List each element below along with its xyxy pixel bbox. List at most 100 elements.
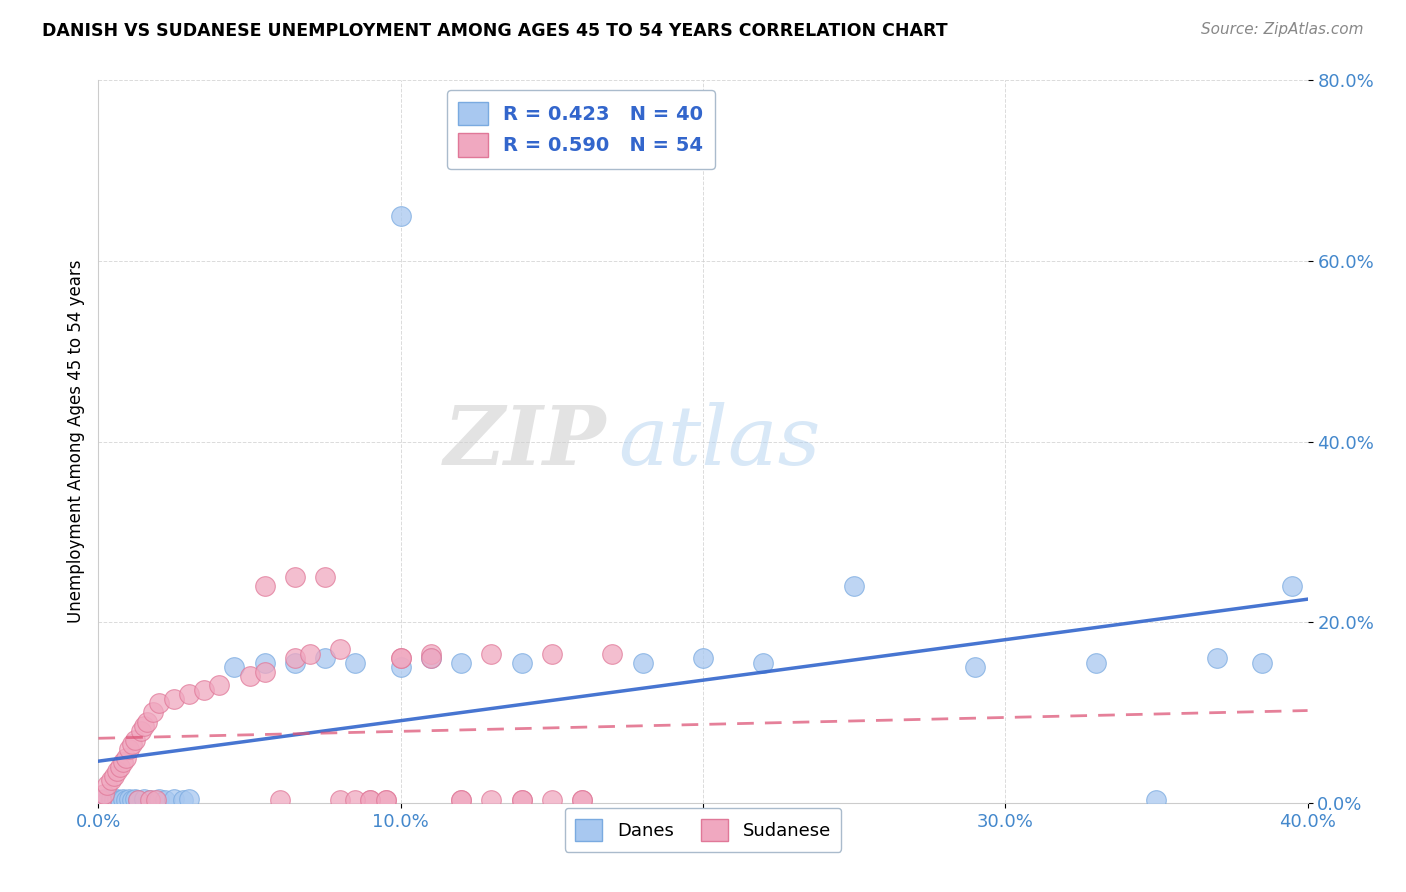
Point <box>481 647 503 661</box>
Point <box>108 760 131 774</box>
Point <box>118 792 141 806</box>
Point <box>148 697 170 711</box>
Point <box>96 793 118 807</box>
Point <box>139 793 162 807</box>
Point <box>118 741 141 756</box>
Point <box>111 792 134 806</box>
Point <box>1144 793 1167 807</box>
Point <box>114 793 136 807</box>
Point <box>389 660 412 674</box>
Point <box>100 773 122 788</box>
Point <box>90 793 112 807</box>
Point <box>111 755 134 769</box>
Point <box>314 570 336 584</box>
Point <box>844 579 866 593</box>
Point <box>752 656 775 670</box>
Point <box>132 719 155 733</box>
Point <box>96 778 118 792</box>
Point <box>179 687 201 701</box>
Point <box>132 792 155 806</box>
Point <box>127 793 149 807</box>
Point <box>163 692 186 706</box>
Point <box>602 647 624 661</box>
Point <box>172 793 194 807</box>
Point <box>153 793 176 807</box>
Point <box>344 793 367 807</box>
Point <box>450 656 472 670</box>
Point <box>1206 651 1229 665</box>
Point <box>121 737 143 751</box>
Point <box>121 793 143 807</box>
Point <box>481 793 503 807</box>
Point <box>105 792 128 806</box>
Point <box>571 793 593 807</box>
Point <box>631 656 654 670</box>
Point <box>389 209 412 223</box>
Point <box>450 793 472 807</box>
Point <box>374 793 396 807</box>
Point <box>420 651 443 665</box>
Point <box>93 792 115 806</box>
Point <box>510 656 533 670</box>
Point <box>450 793 472 807</box>
Point <box>692 651 714 665</box>
Point <box>389 651 412 665</box>
Point <box>90 793 112 807</box>
Point <box>284 570 307 584</box>
Point <box>253 665 276 679</box>
Point <box>1085 656 1108 670</box>
Point <box>344 656 367 670</box>
Point <box>193 682 215 697</box>
Point <box>253 656 276 670</box>
Text: DANISH VS SUDANESE UNEMPLOYMENT AMONG AGES 45 TO 54 YEARS CORRELATION CHART: DANISH VS SUDANESE UNEMPLOYMENT AMONG AG… <box>42 22 948 40</box>
Point <box>114 750 136 764</box>
Y-axis label: Unemployment Among Ages 45 to 54 years: Unemployment Among Ages 45 to 54 years <box>66 260 84 624</box>
Point <box>253 579 276 593</box>
Point <box>135 714 157 729</box>
Point <box>571 793 593 807</box>
Point <box>139 793 162 807</box>
Point <box>360 793 382 807</box>
Point <box>93 787 115 801</box>
Point <box>224 660 246 674</box>
Point <box>540 647 562 661</box>
Point <box>208 678 231 692</box>
Point <box>148 792 170 806</box>
Text: atlas: atlas <box>619 401 821 482</box>
Point <box>329 793 352 807</box>
Point <box>360 793 382 807</box>
Point <box>510 793 533 807</box>
Point <box>510 793 533 807</box>
Point <box>1281 579 1303 593</box>
Point <box>100 792 122 806</box>
Point <box>299 647 322 661</box>
Legend: Danes, Sudanese: Danes, Sudanese <box>565 808 841 852</box>
Point <box>179 792 201 806</box>
Point <box>129 723 152 738</box>
Point <box>269 793 291 807</box>
Point <box>965 660 987 674</box>
Point <box>1251 656 1274 670</box>
Point <box>142 706 165 720</box>
Point <box>540 793 562 807</box>
Point <box>108 793 131 807</box>
Point <box>389 651 412 665</box>
Point <box>284 656 307 670</box>
Text: Source: ZipAtlas.com: Source: ZipAtlas.com <box>1201 22 1364 37</box>
Point <box>420 651 443 665</box>
Point <box>127 793 149 807</box>
Point <box>124 732 146 747</box>
Point <box>314 651 336 665</box>
Point <box>103 793 125 807</box>
Point <box>145 793 167 807</box>
Point <box>329 642 352 657</box>
Point <box>105 764 128 779</box>
Point <box>284 651 307 665</box>
Point <box>103 769 125 783</box>
Point <box>420 647 443 661</box>
Point <box>124 792 146 806</box>
Point <box>374 793 396 807</box>
Text: ZIP: ZIP <box>444 401 606 482</box>
Point <box>239 669 262 683</box>
Point <box>163 792 186 806</box>
